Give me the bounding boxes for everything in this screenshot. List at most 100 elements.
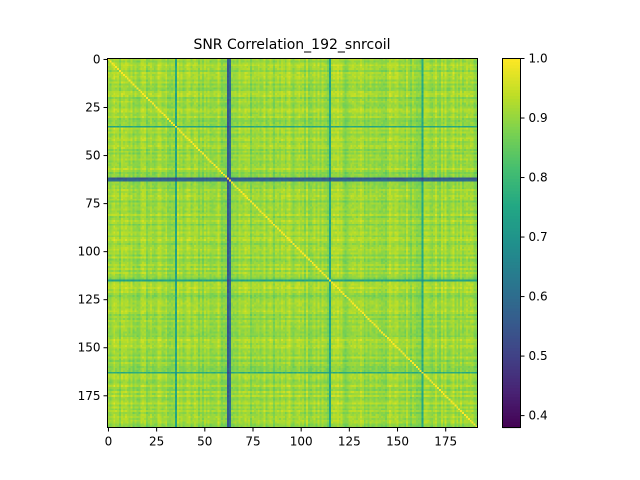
colorbar-segment	[502, 322, 521, 327]
colorbar-segment	[502, 409, 521, 413]
colorbar-segment	[502, 292, 521, 296]
colorbar-segment	[502, 378, 521, 382]
colorbar-segment	[502, 144, 521, 149]
colorbar-segment	[502, 58, 521, 63]
colorbar-segment	[502, 120, 521, 124]
colorbar-segment	[502, 73, 521, 78]
y-tick-label: 100	[78, 245, 101, 259]
colorbar-segment	[502, 261, 521, 266]
y-tick-label: 0	[93, 52, 101, 66]
colorbar-segment	[502, 249, 521, 253]
colorbar-segment	[502, 104, 521, 109]
colorbar-segment	[502, 215, 521, 219]
colorbar-segment	[502, 190, 521, 195]
colorbar-segment	[502, 332, 521, 336]
colorbar-segment	[502, 233, 521, 238]
colorbar-segment	[502, 316, 521, 321]
colorbar-segment	[502, 76, 521, 81]
colorbar-segment	[502, 135, 521, 140]
colorbar-segment	[502, 83, 521, 87]
x-tick-label: 25	[149, 435, 164, 449]
colorbar-segment	[502, 126, 521, 130]
colorbar-tick-label: 0.7	[529, 230, 548, 244]
colorbar-segment	[502, 86, 521, 90]
colorbar-segment	[502, 246, 521, 250]
heatmap-matrix-image	[107, 58, 478, 428]
colorbar-segment	[502, 326, 521, 330]
colorbar-segment	[502, 239, 521, 244]
colorbar-segment	[502, 166, 521, 170]
colorbar-segment	[502, 301, 521, 306]
colorbar-segment	[502, 224, 521, 229]
colorbar-segment	[502, 163, 521, 167]
y-axis: 0 25 50 75 100 125 150 175	[78, 52, 108, 403]
y-tick-label: 75	[85, 197, 100, 211]
colorbar	[502, 58, 521, 429]
colorbar-segment	[502, 335, 521, 339]
colorbar-tick-label: 1.0	[529, 52, 548, 66]
colorbar-segment	[502, 289, 521, 293]
colorbar-segment	[502, 396, 521, 401]
x-tick-label: 75	[245, 435, 260, 449]
colorbar-segment	[502, 399, 521, 404]
colorbar-segment	[502, 206, 521, 210]
colorbar-segment	[502, 181, 521, 186]
colorbar-segment	[502, 141, 521, 146]
y-tick-label: 25	[85, 101, 100, 115]
colorbar-segment	[502, 175, 521, 180]
colorbar-segment	[502, 424, 521, 429]
colorbar-segment	[502, 307, 521, 312]
y-tick-label: 50	[85, 149, 100, 163]
colorbar-segment	[502, 199, 521, 204]
x-tick-label: 100	[290, 435, 313, 449]
colorbar-segment	[502, 273, 521, 278]
colorbar-segment	[502, 313, 521, 318]
colorbar-segment	[502, 132, 521, 136]
colorbar-segment	[502, 153, 521, 158]
colorbar-segment	[502, 405, 521, 410]
colorbar-segment	[502, 92, 521, 96]
x-tick-label: 0	[105, 435, 113, 449]
colorbar-segment	[502, 227, 521, 232]
plot-frame	[107, 58, 478, 428]
colorbar-segment	[502, 319, 521, 324]
colorbar-segment	[502, 347, 521, 352]
colorbar-segment	[502, 255, 521, 259]
colorbar-segment	[502, 384, 521, 389]
colorbar-segment	[502, 381, 521, 386]
y-tick-label: 150	[78, 341, 101, 355]
colorbar-segment	[502, 369, 521, 373]
colorbar-segment	[502, 98, 521, 103]
colorbar-tick-label: 0.8	[529, 171, 548, 185]
x-tick-label: 50	[197, 435, 212, 449]
colorbar-segment	[502, 113, 521, 118]
colorbar-segment	[502, 418, 521, 422]
colorbar-segment	[502, 267, 521, 272]
colorbar-segment	[502, 123, 521, 127]
colorbar-segment	[502, 221, 521, 226]
colorbar-segment	[502, 356, 521, 361]
heatmap-cells	[107, 58, 478, 428]
colorbar-segment	[502, 295, 521, 299]
colorbar-segment	[502, 390, 521, 395]
colorbar-segment	[502, 196, 521, 201]
colorbar-segment	[502, 279, 521, 284]
colorbar-segment	[502, 304, 521, 309]
colorbar-segment	[502, 178, 521, 183]
colorbar-segment	[502, 80, 521, 84]
colorbar-segment	[502, 64, 521, 69]
colorbar-segment	[502, 286, 521, 290]
colorbar-segment	[502, 147, 521, 152]
colorbar-segment	[502, 338, 521, 342]
y-tick-label: 125	[78, 293, 101, 307]
colorbar-segment	[502, 359, 521, 364]
colorbar-segment	[502, 421, 521, 426]
colorbar-tick-label: 0.5	[529, 349, 548, 363]
colorbar-segment	[502, 116, 521, 121]
x-axis: 0 25 50 75 100 125 150 175	[105, 427, 457, 449]
x-tick-label: 175	[434, 435, 457, 449]
colorbar-segment	[502, 101, 521, 106]
colorbar-segment	[502, 341, 521, 346]
colorbar-segment	[502, 184, 521, 189]
